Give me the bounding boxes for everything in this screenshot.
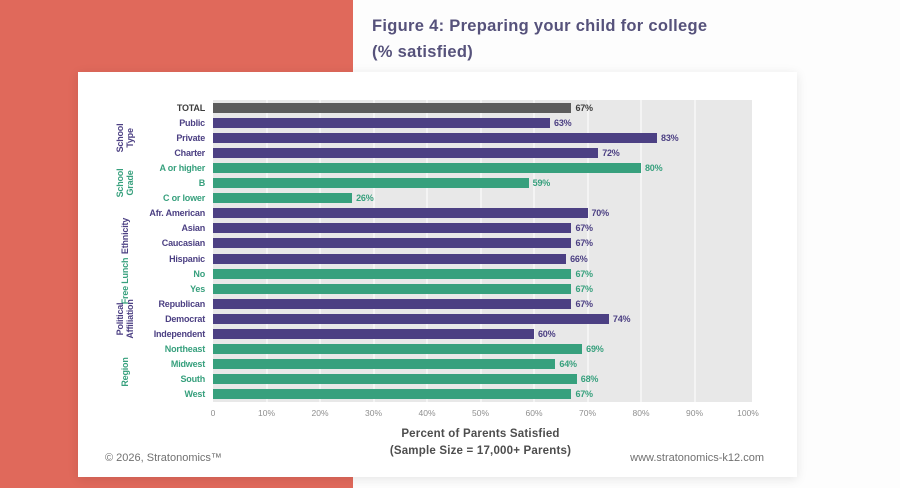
bar-value-label: 70% (591, 208, 610, 219)
gridline (586, 100, 589, 402)
bar-value-label: 66% (570, 253, 588, 264)
bar-value-label: 64% (559, 359, 577, 370)
row-label: Hispanic (169, 253, 205, 264)
row-label: Democrat (165, 313, 205, 324)
bar (213, 223, 572, 234)
bar-value-label: 74% (612, 313, 631, 324)
row-label: A or higher (159, 162, 206, 173)
row-label: No (193, 268, 205, 279)
gridline (533, 100, 535, 402)
bar (213, 162, 641, 173)
x-tick-label: 100% (737, 408, 759, 418)
bar (213, 283, 572, 294)
bar-value-label: 67% (575, 389, 593, 400)
bar (213, 102, 572, 113)
x-tick-label: 10% (257, 408, 276, 418)
bar-value-label: 59% (532, 178, 551, 189)
x-tick-label: 70% (578, 408, 597, 418)
row-label: Republican (158, 298, 205, 309)
plot-area (213, 100, 752, 402)
bar-value-label: 69% (586, 344, 604, 355)
bar-value-label: 67% (575, 238, 593, 249)
row-label: TOTAL (176, 102, 205, 113)
row-label: Yes (190, 283, 205, 294)
x-axis-label-line2: (Sample Size = 17,000+ Parents) (389, 445, 572, 458)
bar (213, 193, 353, 204)
row-label: Public (179, 117, 205, 128)
group-label-text: School Grade (115, 168, 135, 198)
bar (213, 132, 658, 143)
row-label: B (198, 178, 206, 189)
figure-title-line2: (% satisfied) (372, 42, 474, 61)
x-tick-label: 60% (525, 408, 543, 418)
bar-value-label: 67% (575, 298, 593, 309)
chart-card: TOTAL 67% Public 63% Private 83% Charter 72% Sch… (78, 72, 797, 477)
x-tick-label: 90% (685, 408, 704, 418)
bar-value-label: 67% (575, 223, 593, 234)
bar-value-label: 80% (645, 162, 663, 173)
x-axis-label: Percent of Parents Satisfied (Sample Siz… (213, 426, 748, 461)
group-label-text: Political Affiliation (115, 299, 135, 339)
row-label: Asian (181, 223, 205, 234)
bar (213, 253, 567, 264)
x-tick-label: 80% (632, 408, 650, 418)
bar-value-label: 67% (575, 268, 593, 279)
bar-value-label: 63% (554, 117, 572, 128)
row-label: South (180, 374, 206, 385)
bar (213, 298, 572, 309)
gridline (426, 100, 428, 402)
bar (213, 344, 583, 355)
group-label-text: Ethnicity (120, 217, 131, 254)
bar (213, 208, 588, 219)
bar (213, 238, 572, 249)
x-tick-label: 0 (210, 408, 216, 418)
x-tick-label: 50% (471, 408, 490, 418)
bar-value-label: 68% (580, 374, 599, 385)
bar-value-label: 26% (356, 193, 374, 204)
x-axis-label-line1: Percent of Parents Satisfied (401, 428, 560, 440)
bar (213, 117, 551, 128)
footer-website: www.stratonomics-k12.com (630, 452, 764, 464)
gridline (640, 100, 642, 402)
bar (213, 389, 572, 400)
row-label: Afr. American (149, 208, 205, 219)
row-label: Independent (153, 329, 206, 340)
group-label-text: Region (120, 357, 131, 387)
row-label: Charter (174, 147, 205, 158)
bar-value-label: 60% (538, 329, 556, 340)
bar-value-label: 83% (661, 132, 679, 143)
gridline (319, 100, 321, 402)
row-label: C or lower (162, 193, 205, 204)
bar (213, 178, 529, 189)
gridline (479, 100, 482, 402)
bar (213, 329, 534, 340)
bar (213, 147, 599, 158)
gridline (693, 100, 696, 402)
bar (213, 374, 577, 385)
figure-title: Figure 4: Preparing your child for colle… (372, 14, 872, 65)
row-label: Midwest (170, 359, 205, 370)
x-tick-label: 20% (311, 408, 329, 418)
x-tick-label: 30% (364, 408, 383, 418)
row-label: West (184, 389, 205, 400)
figure-title-line1: Figure 4: Preparing your child for colle… (372, 17, 708, 35)
row-label: Private (176, 132, 205, 143)
gridline (372, 100, 375, 402)
row-label: Caucasian (161, 238, 205, 249)
group-label-text: School Type (115, 123, 135, 153)
x-tick-label: 40% (418, 408, 436, 418)
bar-value-label: 67% (575, 102, 593, 113)
bar-value-label: 67% (575, 283, 593, 294)
bar (213, 268, 572, 279)
bar-value-label: 72% (602, 147, 620, 158)
row-label: Northeast (164, 344, 205, 355)
bar (213, 359, 556, 370)
bar (213, 313, 609, 324)
footer-copyright: © 2026, Stratonomics™ (105, 452, 222, 464)
gridline (265, 100, 268, 402)
